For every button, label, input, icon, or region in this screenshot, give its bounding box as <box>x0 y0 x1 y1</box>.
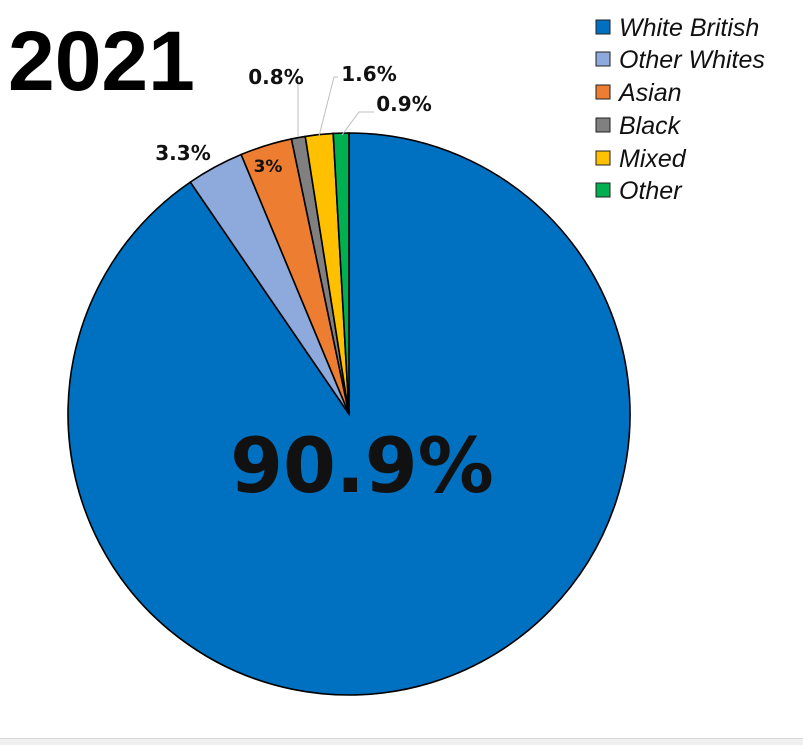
legend-label-black: Black <box>619 112 682 140</box>
slice-other <box>332 132 350 415</box>
data-label-other: 0.9% <box>376 92 431 116</box>
legend-label-other-whites: Other Whites <box>619 46 765 74</box>
legend-label-mixed: Mixed <box>619 145 687 173</box>
legend-swatch-black <box>595 117 611 133</box>
data-label-other-whites: 3.3% <box>155 141 210 165</box>
data-label-white-british: 90.9% <box>230 421 494 510</box>
bottom-strip <box>0 738 803 745</box>
legend-swatch-asian <box>595 84 611 100</box>
legend-swatch-other-whites <box>595 51 611 67</box>
leader-line-other <box>341 111 374 136</box>
chart-title: 2021 <box>8 14 195 108</box>
leader-line-mixed <box>318 76 338 137</box>
legend-label-other: Other <box>619 177 683 205</box>
legend-swatch-other <box>595 182 611 198</box>
legend-label-asian: Asian <box>617 79 682 107</box>
data-label-black: 0.8% <box>248 65 303 89</box>
legend-swatch-white-british <box>595 19 611 35</box>
legend-swatch-mixed <box>595 150 611 166</box>
data-label-mixed: 1.6% <box>341 62 396 86</box>
legend-label-white-british: White British <box>619 14 759 42</box>
data-label-asian: 3% <box>254 157 283 177</box>
